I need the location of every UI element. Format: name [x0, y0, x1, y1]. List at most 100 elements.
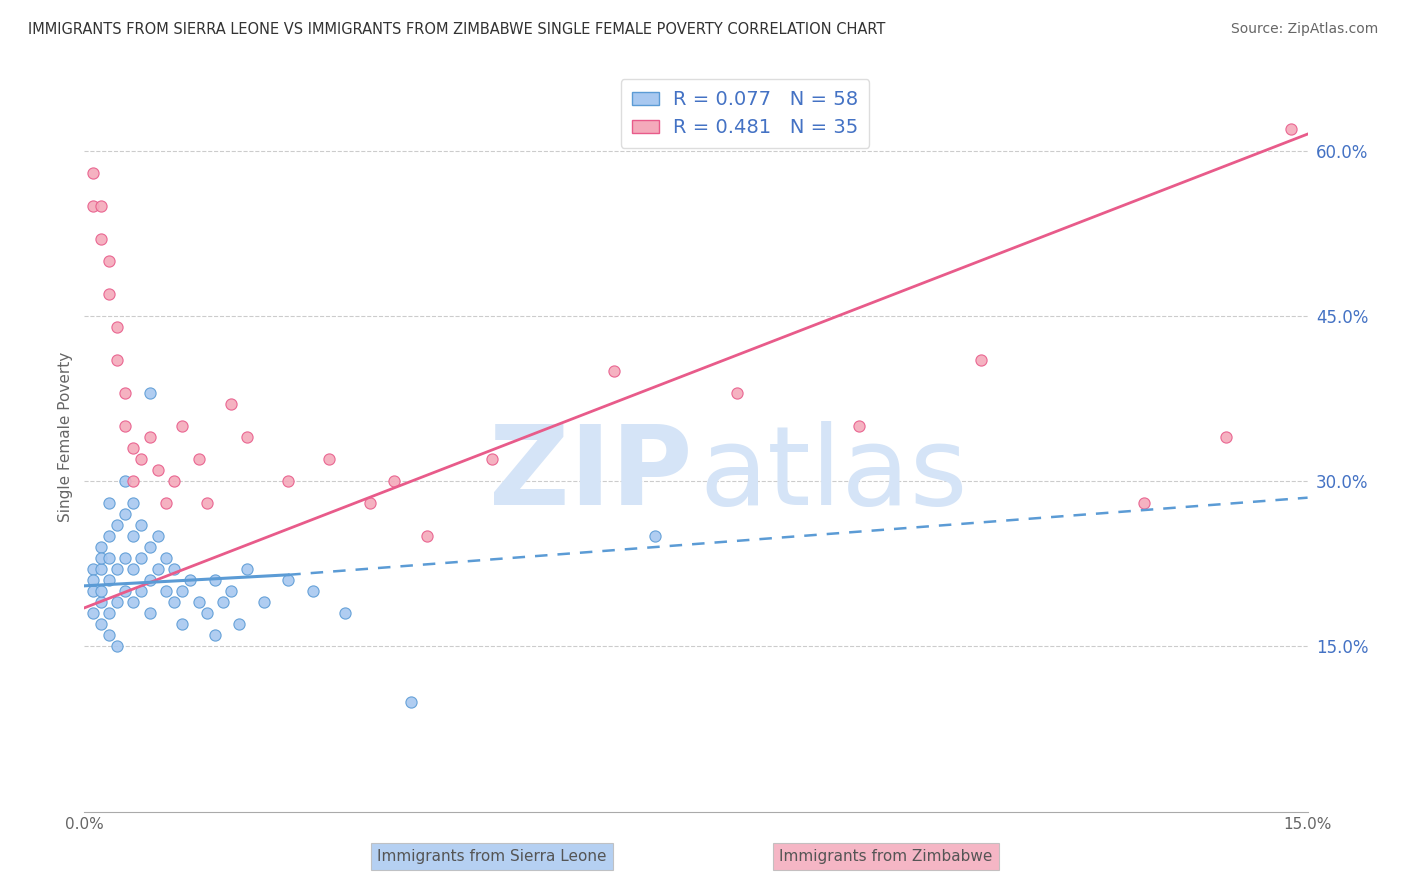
Point — [603, 364, 626, 378]
Point — [105, 562, 128, 576]
Legend: R = 0.077   N = 58, R = 0.481   N = 35: R = 0.077 N = 58, R = 0.481 N = 35 — [620, 79, 869, 148]
Point — [82, 584, 104, 599]
Point — [122, 562, 145, 576]
Point — [122, 595, 145, 609]
Point — [382, 474, 405, 488]
Point — [114, 507, 136, 521]
Point — [204, 628, 226, 642]
Point — [114, 419, 136, 434]
Point — [90, 562, 112, 576]
Point — [172, 419, 194, 434]
Y-axis label: Single Female Poverty: Single Female Poverty — [58, 352, 73, 522]
Point — [277, 574, 299, 588]
Point — [114, 386, 136, 401]
Point — [90, 617, 112, 632]
Point — [219, 584, 242, 599]
Point — [1215, 430, 1237, 444]
Point — [105, 518, 128, 533]
Point — [163, 595, 186, 609]
Point — [359, 496, 381, 510]
Point — [97, 529, 120, 543]
Point — [97, 496, 120, 510]
Point — [277, 474, 299, 488]
Point — [122, 496, 145, 510]
Point — [90, 551, 112, 566]
Point — [1279, 121, 1302, 136]
Point — [725, 386, 748, 401]
Point — [195, 607, 218, 621]
Point — [163, 474, 186, 488]
Point — [236, 430, 259, 444]
Point — [138, 386, 160, 401]
Point — [146, 529, 169, 543]
Point — [212, 595, 235, 609]
Point — [138, 574, 160, 588]
Text: atlas: atlas — [700, 421, 969, 528]
Point — [138, 607, 160, 621]
Point — [335, 607, 357, 621]
Point — [204, 574, 226, 588]
Point — [155, 551, 177, 566]
Point — [114, 474, 136, 488]
Point — [105, 640, 128, 654]
Point — [228, 617, 250, 632]
Point — [187, 595, 209, 609]
Point — [90, 199, 112, 213]
Point — [848, 419, 870, 434]
Point — [970, 353, 993, 368]
Point — [219, 397, 242, 411]
Point — [97, 574, 120, 588]
Point — [481, 452, 503, 467]
Point — [131, 518, 153, 533]
Point — [138, 541, 160, 555]
Point — [105, 353, 128, 368]
Point — [82, 166, 104, 180]
Text: IMMIGRANTS FROM SIERRA LEONE VS IMMIGRANTS FROM ZIMBABWE SINGLE FEMALE POVERTY C: IMMIGRANTS FROM SIERRA LEONE VS IMMIGRAN… — [28, 22, 886, 37]
Point — [122, 474, 145, 488]
Point — [253, 595, 276, 609]
Point — [195, 496, 218, 510]
Point — [131, 584, 153, 599]
Point — [236, 562, 259, 576]
Point — [105, 595, 128, 609]
Point — [97, 551, 120, 566]
Point — [179, 574, 201, 588]
Point — [644, 529, 666, 543]
Point — [82, 199, 104, 213]
Point — [97, 253, 120, 268]
Point — [399, 694, 422, 708]
Text: Source: ZipAtlas.com: Source: ZipAtlas.com — [1230, 22, 1378, 37]
Point — [301, 584, 323, 599]
Point — [172, 617, 194, 632]
Point — [163, 562, 186, 576]
Point — [1133, 496, 1156, 510]
Point — [155, 496, 177, 510]
Point — [146, 562, 169, 576]
Point — [131, 551, 153, 566]
Point — [146, 463, 169, 477]
Text: Immigrants from Zimbabwe: Immigrants from Zimbabwe — [779, 849, 993, 863]
Point — [131, 452, 153, 467]
Point — [82, 574, 104, 588]
Point — [97, 286, 120, 301]
Point — [122, 529, 145, 543]
Point — [90, 541, 112, 555]
Point — [90, 584, 112, 599]
Point — [114, 584, 136, 599]
Text: Immigrants from Sierra Leone: Immigrants from Sierra Leone — [377, 849, 607, 863]
Point — [97, 628, 120, 642]
Point — [187, 452, 209, 467]
Point — [122, 441, 145, 455]
Point — [82, 562, 104, 576]
Point — [155, 584, 177, 599]
Point — [318, 452, 340, 467]
Point — [172, 584, 194, 599]
Point — [416, 529, 439, 543]
Point — [97, 607, 120, 621]
Text: ZIP: ZIP — [489, 421, 692, 528]
Point — [90, 595, 112, 609]
Point — [105, 319, 128, 334]
Point — [82, 607, 104, 621]
Point — [90, 232, 112, 246]
Point — [114, 551, 136, 566]
